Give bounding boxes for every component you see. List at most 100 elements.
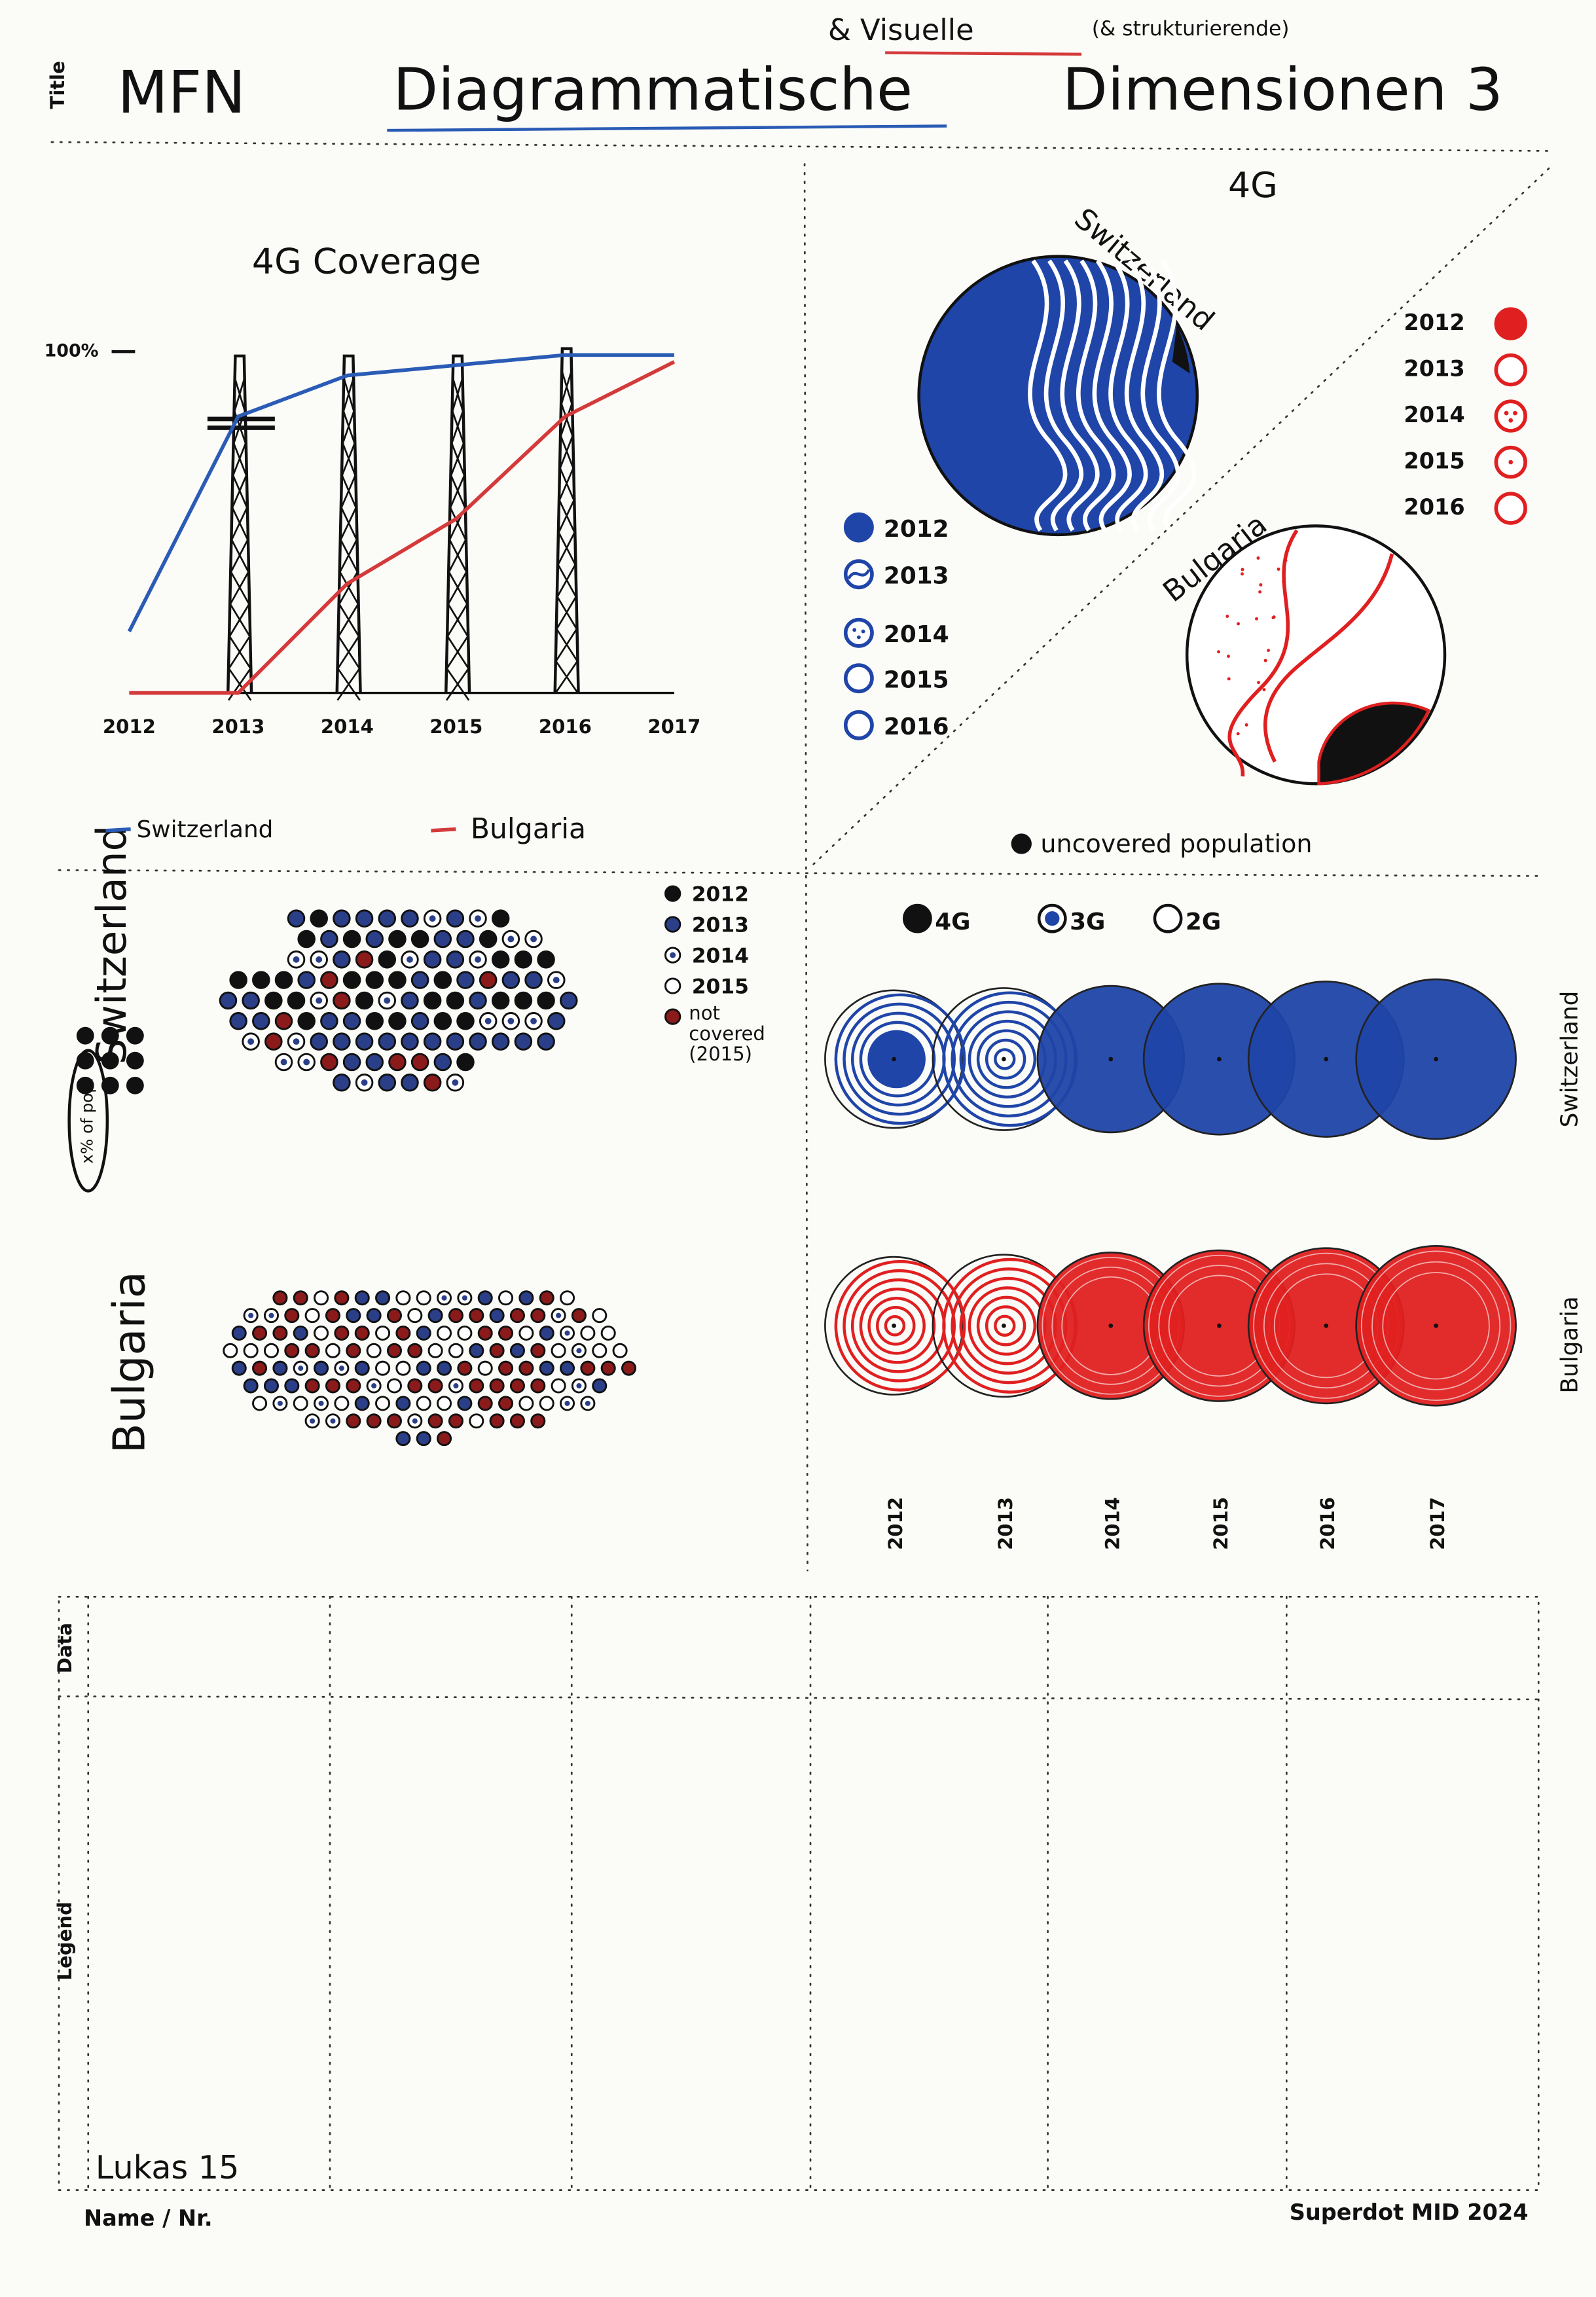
- legend-label: 2013: [1404, 356, 1464, 382]
- legend-label: 2016: [884, 714, 949, 740]
- map-dot-core: [553, 977, 560, 984]
- map-dot: [293, 1325, 308, 1341]
- map-dot: [427, 1413, 443, 1429]
- map-dot: [325, 1378, 340, 1394]
- map-dot: [320, 971, 338, 989]
- map-dot: [231, 1325, 247, 1341]
- coverage-center: [1324, 1323, 1329, 1328]
- map-dot: [386, 1343, 402, 1358]
- stipple: [1257, 681, 1260, 685]
- map-dot: [537, 991, 555, 1010]
- map-dot: [477, 1290, 493, 1306]
- legend-label: 2013: [692, 913, 749, 937]
- map-dot: [437, 1396, 452, 1411]
- legend-dot: [861, 629, 865, 634]
- map-dot: [365, 971, 384, 989]
- scale-dot: [76, 1051, 94, 1070]
- legend-dot: [1504, 410, 1509, 416]
- map-dot-core: [530, 1017, 537, 1024]
- map-dot: [592, 1308, 608, 1324]
- scale-dot: [101, 1026, 119, 1045]
- map-dot: [334, 1290, 350, 1306]
- map-dot: [252, 971, 270, 989]
- map-dot-core: [248, 1312, 254, 1318]
- y-tick-label: 100%: [45, 341, 99, 361]
- map-dot: [355, 1032, 374, 1051]
- map-dot: [509, 1343, 525, 1358]
- map-dot: [407, 1343, 423, 1358]
- legend-swatch: [431, 827, 456, 833]
- legend-label: Legend: [54, 1902, 76, 1980]
- map-dot: [498, 1325, 514, 1341]
- map-dot: [457, 1360, 473, 1376]
- chart-title: 4G Coverage: [252, 240, 481, 281]
- map-label: Switzerland: [88, 825, 136, 1064]
- map-dot: [388, 930, 407, 949]
- coverage-ring: [843, 1269, 956, 1383]
- map-dot: [264, 991, 283, 1010]
- globe-contour: [1140, 259, 1180, 532]
- legend-label: 2G: [1186, 909, 1221, 935]
- map-dot: [274, 971, 293, 989]
- map-dot: [416, 1325, 431, 1341]
- map-dot-core: [429, 915, 436, 922]
- legend-label: 2014: [692, 944, 749, 968]
- coverage-ring: [994, 1314, 1016, 1337]
- legend-dot: [1508, 418, 1514, 423]
- map-dot: [272, 1290, 288, 1306]
- map-dot: [489, 1308, 505, 1324]
- map-dot: [320, 1053, 338, 1072]
- legend-dot: [856, 635, 861, 640]
- legend-label: Switzerland: [137, 816, 274, 843]
- map-dot: [354, 1360, 370, 1376]
- legend-symbol: [1153, 903, 1183, 933]
- map-dot: [571, 1308, 587, 1324]
- map-dot: [375, 1325, 391, 1341]
- map-dot-core: [475, 915, 481, 922]
- map-dot: [448, 1413, 463, 1429]
- coverage-ring: [976, 1029, 1037, 1089]
- legend-label: not covered (2015): [689, 1005, 765, 1067]
- legend-label: 4G: [935, 909, 970, 935]
- pylon-frame: [335, 354, 362, 693]
- scale-dot: [126, 1051, 144, 1070]
- coverage-center: [892, 1057, 896, 1062]
- divider: [803, 163, 808, 1572]
- map-dot: [378, 1032, 397, 1051]
- divider: [58, 1695, 1540, 1701]
- map-dot: [469, 1343, 484, 1358]
- map-dot-core: [303, 1058, 310, 1066]
- map-dot: [416, 1431, 431, 1447]
- stipple: [1263, 659, 1267, 662]
- map-dot-core: [462, 1295, 467, 1301]
- legend-symbol: [1037, 903, 1067, 933]
- scale-dot: [76, 1076, 94, 1094]
- map-dot: [446, 909, 465, 928]
- map-dot: [501, 971, 520, 989]
- map-dot: [272, 1325, 288, 1341]
- map-dot-core: [670, 952, 676, 958]
- coverage-center: [1434, 1057, 1438, 1062]
- map-dot-core: [318, 1400, 324, 1406]
- map-dot: [600, 1360, 616, 1376]
- map-dot-core: [507, 1017, 515, 1024]
- map-dot: [664, 977, 681, 994]
- map-dot: [446, 991, 465, 1010]
- stipple: [1227, 677, 1231, 681]
- map-dot: [518, 1290, 534, 1306]
- scale-dot: [126, 1026, 144, 1045]
- map-dot: [592, 1378, 608, 1394]
- map-dot: [342, 1012, 361, 1030]
- map-dot-core: [293, 1038, 300, 1045]
- legend-circle: [843, 617, 874, 648]
- map-dot: [395, 1360, 411, 1376]
- x-tick-label: 2016: [539, 715, 592, 738]
- uncovered-area: [1172, 325, 1190, 374]
- map-dot: [416, 1396, 431, 1411]
- map-dot-core: [564, 1330, 570, 1336]
- coverage-center: [1217, 1323, 1222, 1328]
- pylon: [335, 354, 362, 701]
- map-dot: [456, 930, 475, 949]
- map-dot: [263, 1343, 280, 1358]
- map-dot: [401, 991, 419, 1010]
